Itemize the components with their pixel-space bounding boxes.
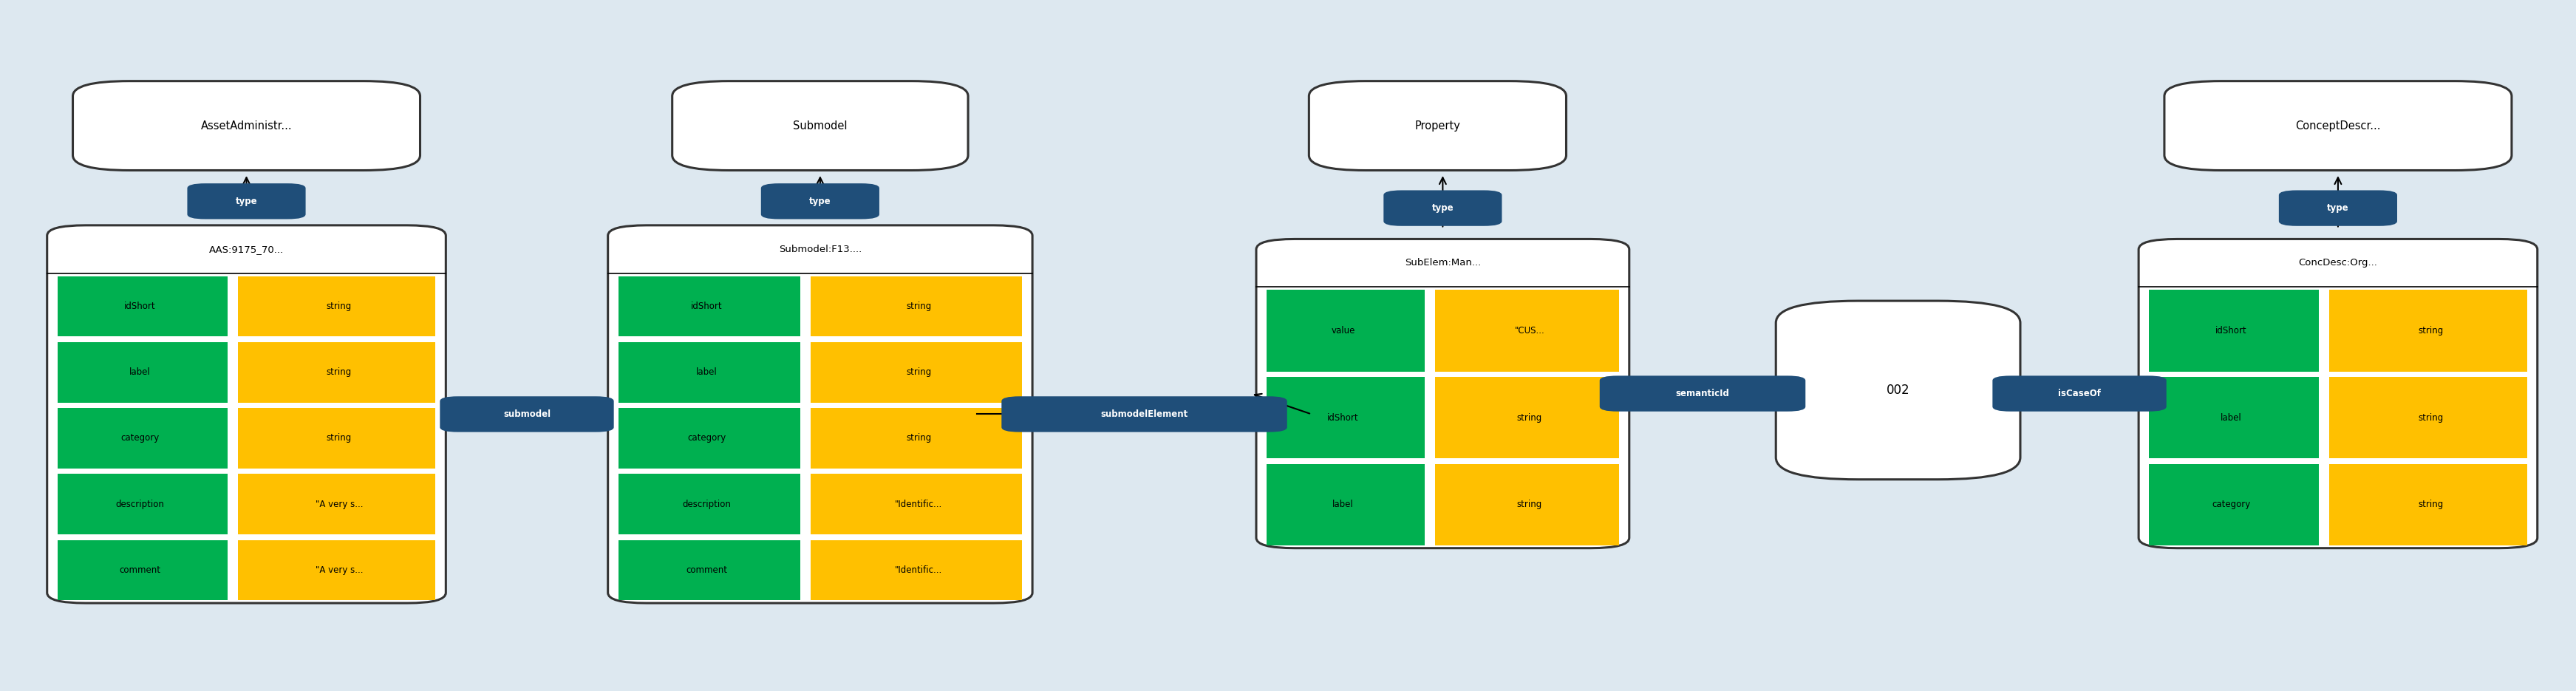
Text: submodel: submodel — [502, 409, 551, 419]
Text: type: type — [2326, 203, 2349, 213]
Text: label: label — [1332, 500, 1352, 509]
Bar — [237, 276, 435, 337]
Text: string: string — [1517, 500, 1540, 509]
Text: ConcDesc:Org...: ConcDesc:Org... — [2298, 258, 2378, 268]
Text: Submodel: Submodel — [793, 120, 848, 131]
Text: comment: comment — [118, 565, 160, 575]
Text: string: string — [2416, 413, 2442, 422]
Text: SubElem:Man...: SubElem:Man... — [1404, 258, 1481, 268]
Text: "Identific...: "Identific... — [894, 500, 943, 509]
Text: isCaseOf: isCaseOf — [2058, 389, 2099, 399]
Text: idShort: idShort — [2215, 326, 2246, 335]
FancyBboxPatch shape — [1600, 376, 1806, 411]
Text: description: description — [116, 500, 165, 509]
Bar — [618, 408, 801, 468]
Text: idShort: idShort — [690, 301, 721, 311]
Text: idShort: idShort — [1327, 413, 1358, 422]
Text: AssetAdministr...: AssetAdministr... — [201, 120, 291, 131]
Text: 002: 002 — [1886, 384, 1909, 397]
FancyBboxPatch shape — [608, 225, 1033, 603]
FancyBboxPatch shape — [188, 183, 307, 219]
Text: string: string — [327, 433, 353, 443]
Bar — [2148, 377, 2318, 458]
Text: type: type — [809, 196, 832, 206]
Bar — [57, 342, 227, 403]
FancyBboxPatch shape — [2277, 190, 2396, 226]
Text: AAS:9175_70...: AAS:9175_70... — [209, 245, 283, 254]
FancyBboxPatch shape — [1991, 376, 2166, 411]
Text: string: string — [907, 433, 933, 443]
Text: category: category — [121, 433, 160, 443]
Bar — [811, 540, 1023, 600]
Bar — [811, 342, 1023, 403]
FancyBboxPatch shape — [1383, 190, 1502, 226]
Bar — [237, 474, 435, 534]
Bar — [811, 408, 1023, 468]
Text: label: label — [696, 368, 716, 377]
FancyBboxPatch shape — [1257, 239, 1628, 548]
FancyBboxPatch shape — [72, 81, 420, 171]
Text: Property: Property — [1414, 120, 1461, 131]
Bar — [1267, 464, 1425, 545]
Text: description: description — [683, 500, 732, 509]
Text: ConceptDescr...: ConceptDescr... — [2295, 120, 2380, 131]
FancyBboxPatch shape — [1002, 397, 1288, 432]
Text: "CUS...: "CUS... — [1515, 326, 1543, 335]
Bar — [2148, 290, 2318, 371]
Text: idShort: idShort — [124, 301, 155, 311]
Text: label: label — [2221, 413, 2241, 422]
Bar — [2329, 377, 2527, 458]
Text: string: string — [327, 368, 353, 377]
FancyBboxPatch shape — [46, 225, 446, 603]
Bar — [2148, 464, 2318, 545]
Bar — [57, 474, 227, 534]
Text: string: string — [907, 301, 933, 311]
Bar — [2329, 464, 2527, 545]
Bar — [618, 540, 801, 600]
Bar — [1267, 290, 1425, 371]
Text: "A very s...: "A very s... — [314, 565, 363, 575]
Bar — [811, 276, 1023, 337]
Bar — [57, 540, 227, 600]
Bar — [1267, 377, 1425, 458]
FancyBboxPatch shape — [2164, 81, 2512, 171]
Text: value: value — [1332, 326, 1355, 335]
Text: label: label — [129, 368, 149, 377]
FancyBboxPatch shape — [672, 81, 969, 171]
Bar — [1435, 464, 1618, 545]
Bar — [618, 474, 801, 534]
Text: string: string — [1517, 413, 1540, 422]
Text: "Identific...: "Identific... — [894, 565, 943, 575]
Bar — [57, 408, 227, 468]
FancyBboxPatch shape — [2138, 239, 2537, 548]
FancyBboxPatch shape — [440, 397, 613, 432]
Bar — [1435, 290, 1618, 371]
Bar — [618, 276, 801, 337]
Text: type: type — [1432, 203, 1453, 213]
FancyBboxPatch shape — [1309, 81, 1566, 171]
Text: semanticId: semanticId — [1674, 389, 1728, 399]
Bar — [237, 342, 435, 403]
Text: comment: comment — [685, 565, 726, 575]
Text: string: string — [327, 301, 353, 311]
Text: category: category — [2210, 500, 2249, 509]
FancyBboxPatch shape — [760, 183, 878, 219]
Bar — [811, 474, 1023, 534]
Text: submodelElement: submodelElement — [1100, 409, 1188, 419]
Text: type: type — [234, 196, 258, 206]
Bar — [1435, 377, 1618, 458]
Bar — [237, 540, 435, 600]
Text: string: string — [2416, 326, 2442, 335]
Text: "A very s...: "A very s... — [314, 500, 363, 509]
Text: Submodel:F13....: Submodel:F13.... — [778, 245, 860, 254]
FancyBboxPatch shape — [1775, 301, 2020, 480]
Bar — [2329, 290, 2527, 371]
Bar — [57, 276, 227, 337]
Text: string: string — [2416, 500, 2442, 509]
Bar — [237, 408, 435, 468]
Bar — [618, 342, 801, 403]
Text: category: category — [688, 433, 726, 443]
Text: string: string — [907, 368, 933, 377]
